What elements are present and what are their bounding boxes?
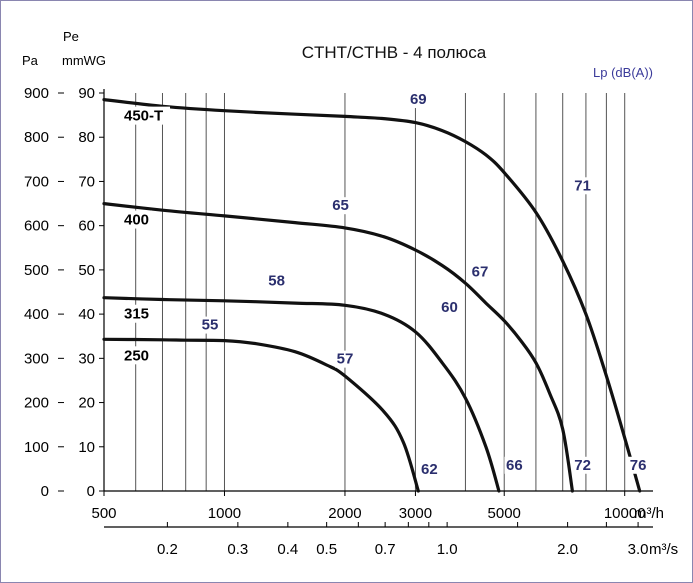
y-tick-label-pa: 300	[24, 350, 49, 367]
label-layer: 450-T 69 71 76 400 65 67 72 315 58 60 66 250 55 57 62	[121, 91, 650, 479]
x-tick-label-m3h: 500	[91, 505, 116, 522]
y-tick-label-pa: 900	[24, 85, 49, 102]
y-tick-label-pa: 600	[24, 218, 49, 235]
y-tick-label-mmwg: 20	[78, 395, 95, 412]
y-tick-label-mmwg: 10	[78, 439, 95, 456]
y-tick-label-mmwg: 30	[78, 350, 95, 367]
x-tick-label-m3s: 3.0	[628, 541, 649, 558]
db-label-bg	[504, 456, 526, 474]
series-label-bg	[121, 346, 152, 365]
x-tick-label-m3s: 0.5	[316, 541, 337, 558]
x-tick-label-m3h: 2000	[328, 505, 361, 522]
db-label-bg	[419, 461, 441, 479]
db-label: 57	[337, 351, 354, 368]
x-tick-label-m3s: 0.4	[277, 541, 298, 558]
db-label: 58	[268, 272, 285, 289]
x-tick-label-m3h: 3000	[399, 505, 432, 522]
db-label-bg	[470, 263, 492, 281]
y-axis-label-pa: Pa	[22, 53, 39, 68]
db-label-bg	[572, 177, 594, 195]
x-unit-m3s: m³/s	[649, 541, 678, 558]
x-tick-label-m3h: 5000	[488, 505, 521, 522]
db-label: 66	[506, 457, 523, 474]
lp-label: Lp (dB(A))	[593, 65, 653, 80]
x-unit-m3h: m³/h	[634, 505, 664, 522]
y-tick-label-mmwg: 80	[78, 129, 95, 146]
chart-title: CTHT/CTHB - 4 полюса	[302, 43, 487, 62]
y-tick-label-mmwg: 40	[78, 306, 95, 323]
series-label-bg	[121, 106, 170, 125]
db-label: 62	[421, 461, 438, 478]
curve-400	[102, 202, 574, 493]
y-tick-label-mmwg: 60	[78, 218, 95, 235]
series-label-bg	[121, 210, 152, 229]
series-label-315: 315	[124, 306, 149, 323]
y-axis-label-mmwg: mmWG	[62, 53, 106, 68]
x-tick-label-m3h: 10000	[604, 505, 646, 522]
db-label-bg	[408, 91, 430, 109]
y-axis-label-pe: Pe	[63, 29, 79, 44]
curve-layer	[102, 98, 642, 493]
series-label-450-T: 450-T	[124, 108, 163, 125]
y-tick-label-mmwg: 90	[78, 85, 95, 102]
x-tick-label-m3s: 1.0	[437, 541, 458, 558]
x-tick-label-m3s: 0.3	[227, 541, 248, 558]
series-label-250: 250	[124, 347, 149, 364]
db-label: 69	[410, 91, 427, 108]
db-label: 71	[574, 177, 591, 194]
db-label-bg	[334, 350, 356, 368]
y-tick-label-pa: 0	[41, 483, 49, 500]
db-label-bg	[628, 456, 650, 474]
series-label-400: 400	[124, 212, 149, 229]
y-tick-label-pa: 100	[24, 439, 49, 456]
y-tick-label-pa: 400	[24, 306, 49, 323]
x-tick-label-m3s: 0.2	[157, 541, 178, 558]
grid-layer	[135, 93, 626, 491]
db-label: 72	[574, 457, 591, 474]
y-tick-label-mmwg: 50	[78, 262, 95, 279]
db-label: 65	[332, 197, 349, 214]
db-label: 55	[202, 317, 219, 334]
curve-450-T	[102, 98, 642, 493]
series-label-bg	[121, 304, 152, 323]
db-label-bg	[330, 197, 352, 215]
db-label: 76	[630, 457, 647, 474]
db-label: 60	[441, 299, 458, 316]
db-label: 67	[472, 264, 489, 281]
y-tick-label-mmwg: 70	[78, 173, 95, 190]
y-tick-label-pa: 700	[24, 173, 49, 190]
db-label-bg	[266, 272, 288, 290]
x-tick-label-m3h: 1000	[208, 505, 241, 522]
y-tick-label-pa: 500	[24, 262, 49, 279]
db-label-bg	[572, 456, 594, 474]
curve-315	[102, 296, 501, 493]
y-tick-label-mmwg: 0	[87, 483, 95, 500]
y-tick-label-pa: 800	[24, 129, 49, 146]
db-label-bg	[439, 298, 461, 316]
x-tick-label-m3s: 2.0	[557, 541, 578, 558]
curve-250	[102, 337, 420, 493]
db-label-bg	[199, 316, 221, 334]
y-tick-label-pa: 200	[24, 395, 49, 412]
x-tick-label-m3s: 0.7	[375, 541, 396, 558]
